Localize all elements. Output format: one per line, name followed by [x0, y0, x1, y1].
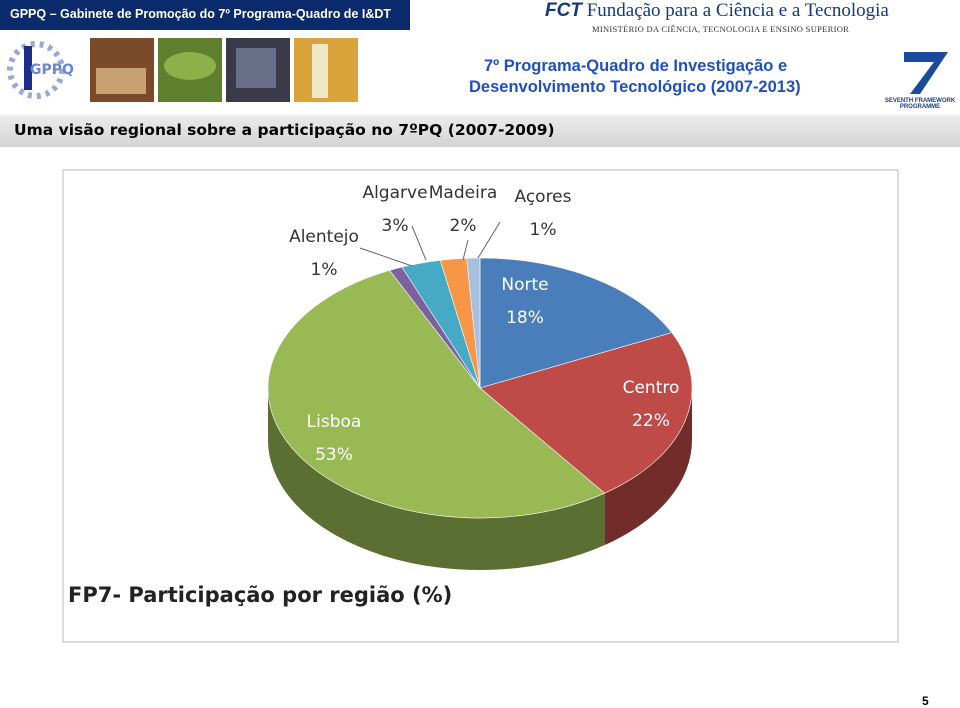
programme-title: 7º Programa-Quadro de Investigação e	[484, 57, 788, 75]
fct-logo: FCT Fundação para a Ciência e a Tecnolog…	[545, 0, 889, 22]
slice	[479, 332, 693, 494]
photo-strip	[90, 38, 358, 102]
slice	[479, 257, 673, 389]
value-label: 1%	[530, 220, 557, 240]
chart-frame	[62, 169, 899, 643]
category-label: Algarve	[362, 183, 427, 203]
logo-text: GPPQ	[30, 62, 74, 78]
value-label: 3%	[382, 216, 409, 236]
value-label: 22%	[632, 411, 670, 431]
value-label: 1%	[311, 260, 338, 280]
subtitle: Uma visão regional sobre a participação …	[14, 121, 555, 139]
leader-line	[411, 225, 427, 261]
slice	[389, 266, 481, 389]
organization: GPPQ – Gabinete de Promoção do 7º Progra…	[10, 7, 392, 21]
leader-line	[477, 221, 501, 259]
category-label: Alentejo	[289, 227, 359, 247]
ministry: MINISTÉRIO DA CIÊNCIA, TECNOLOGIA E ENSI…	[592, 24, 850, 34]
page-number: 5	[922, 694, 929, 708]
category-label: Norte	[501, 275, 548, 295]
subtitle-bar	[0, 115, 960, 147]
category-label: Açores	[514, 187, 571, 207]
slice	[439, 257, 481, 389]
value-label: 2%	[450, 216, 477, 236]
leader-line	[462, 239, 469, 261]
slice	[401, 259, 481, 389]
slice-side	[604, 388, 692, 546]
category-label: Lisboa	[307, 412, 362, 432]
category-label: Madeira	[429, 183, 497, 203]
leader-line	[359, 247, 413, 267]
slice	[267, 270, 606, 519]
category-label: Centro	[623, 378, 680, 398]
value-label: 18%	[506, 308, 544, 328]
header-bar	[0, 0, 410, 30]
fp7-logo	[904, 52, 948, 94]
fp7-logo-text: SEVENTH FRAMEWORK PROGRAMME	[884, 98, 956, 110]
slice-side	[268, 388, 605, 570]
fct-name: Fundação para a Ciência e a Tecnologia	[586, 0, 889, 21]
value-label: 53%	[315, 445, 353, 465]
programme-title: Desenvolvimento Tecnológico (2007-2013)	[469, 78, 801, 96]
fct-abbr: FCT	[545, 0, 582, 21]
slice	[466, 257, 481, 389]
gppq-logo: GPPQ	[7, 41, 74, 99]
chart-title: FP7- Participação por região (%)	[68, 583, 452, 607]
